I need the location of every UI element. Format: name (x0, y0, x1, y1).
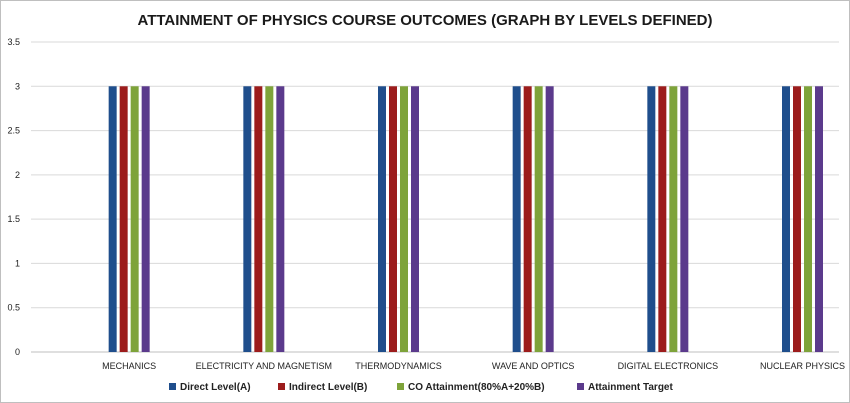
legend-swatch (278, 383, 285, 390)
bar-indirect-level-b-wave-and-optics (523, 86, 532, 353)
bar-indirect-level-b-digital-electronics (658, 86, 667, 353)
legend: Direct Level(A) Indirect Level(B) CO Attai… (169, 382, 673, 393)
bars (108, 86, 823, 353)
y-tick-label: 1 (15, 258, 20, 268)
bar-direct-level-a-nuclear-physics (782, 86, 790, 353)
y-tick-label: 1.5 (7, 214, 20, 224)
legend-swatch (397, 383, 404, 390)
y-tick-label: 2.5 (7, 126, 20, 136)
legend-label: Indirect Level(B) (289, 382, 367, 393)
bar-co-attainment-80-a-20-b-electricity-and-magnetism (265, 86, 274, 353)
bar-attainment-target-thermodynamics (411, 86, 419, 353)
bar-co-attainment-80-a-20-b-nuclear-physics (804, 86, 812, 353)
bar-indirect-level-b-electricity-and-magnetism (254, 86, 263, 353)
bar-direct-level-a-thermodynamics (378, 86, 386, 353)
legend-swatch (169, 383, 176, 390)
bar-co-attainment-80-a-20-b-digital-electronics (669, 86, 678, 353)
x-category-label: DIGITAL ELECTRONICS (618, 361, 719, 371)
bar-attainment-target-nuclear-physics (815, 86, 823, 353)
gridlines (31, 41, 839, 353)
x-axis-categories: MECHANICS ELECTRICITY AND MAGNETISM THERMO… (102, 361, 845, 371)
bar-attainment-target-wave-and-optics (545, 86, 554, 353)
bar-indirect-level-b-mechanics (119, 86, 128, 353)
legend-label: CO Attainment(80%A+20%B) (408, 382, 545, 393)
bar-indirect-level-b-thermodynamics (389, 86, 397, 353)
chart-title: ATTAINMENT OF PHYSICS COURSE OUTCOMES (G… (137, 12, 712, 29)
x-category-label: THERMODYNAMICS (355, 361, 442, 371)
x-category-label: NUCLEAR PHYSICS (760, 361, 845, 371)
bar-attainment-target-mechanics (141, 86, 150, 353)
bar-co-attainment-80-a-20-b-thermodynamics (400, 86, 408, 353)
x-category-label: ELECTRICITY AND MAGNETISM (196, 361, 332, 371)
y-tick-label: 3.5 (7, 37, 20, 47)
bar-co-attainment-80-a-20-b-mechanics (130, 86, 139, 353)
y-tick-label: 0.5 (7, 303, 20, 313)
y-tick-label: 2 (15, 170, 20, 180)
bar-attainment-target-digital-electronics (680, 86, 689, 353)
x-category-label: MECHANICS (102, 361, 156, 371)
legend-swatch (577, 383, 584, 390)
x-category-label: WAVE AND OPTICS (492, 361, 575, 371)
bar-direct-level-a-wave-and-optics (512, 86, 521, 353)
bar-direct-level-a-mechanics (108, 86, 117, 353)
y-tick-label: 0 (15, 347, 20, 357)
bar-direct-level-a-electricity-and-magnetism (243, 86, 252, 353)
y-axis-ticks: 0 0.5 1 1.5 2 2.5 3 3.5 (7, 37, 20, 357)
legend-label: Attainment Target (588, 382, 673, 393)
bar-direct-level-a-digital-electronics (647, 86, 656, 353)
bar-indirect-level-b-nuclear-physics (793, 86, 801, 353)
legend-label: Direct Level(A) (180, 382, 251, 393)
bar-co-attainment-80-a-20-b-wave-and-optics (534, 86, 543, 353)
y-tick-label: 3 (15, 81, 20, 91)
bar-attainment-target-electricity-and-magnetism (276, 86, 285, 353)
